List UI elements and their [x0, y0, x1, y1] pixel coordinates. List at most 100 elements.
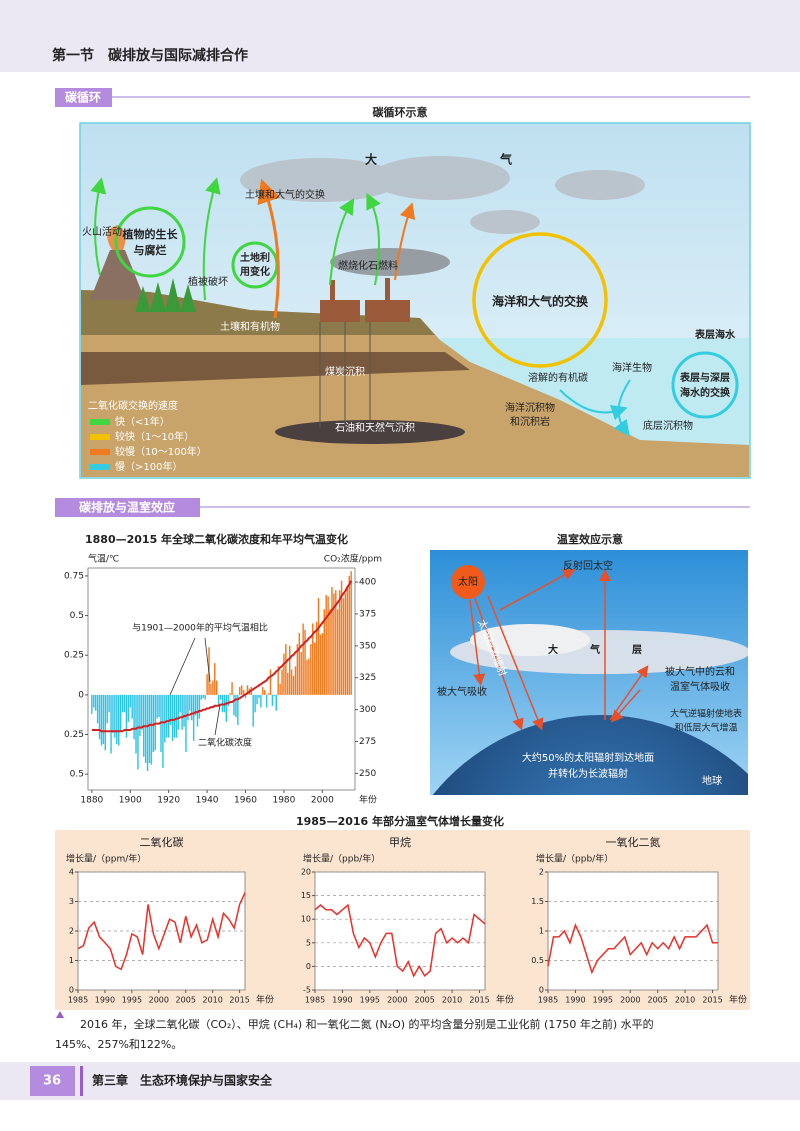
caption: 2016 年，全球二氧化碳（CO₂）、甲烷 (CH₄) 和一氧化二氮 (N₂O)…: [80, 1017, 654, 1031]
label: 海水的交换: [680, 386, 731, 399]
bar: [329, 609, 331, 695]
x-tick-label: 1985: [538, 996, 558, 1005]
bar: [171, 694, 174, 741]
label: 被大气中的云和: [665, 665, 735, 678]
x-tick-label: 1920: [157, 796, 180, 806]
y-tick-label: 3: [69, 897, 74, 906]
bar: [100, 694, 103, 746]
bar: [323, 609, 325, 695]
y-tick-label: 1: [69, 956, 74, 965]
bar: [321, 633, 324, 695]
bar: [227, 694, 229, 706]
x-tick-label: 1985: [68, 996, 88, 1005]
diagram-title: 温室效应示意: [557, 532, 623, 546]
y-tick-label: 0: [69, 986, 74, 995]
bar: [269, 669, 272, 695]
label: 底层沉积物: [643, 419, 693, 432]
bar: [102, 694, 105, 745]
label: 表层与深层: [679, 371, 730, 384]
bar: [285, 644, 287, 695]
bar: [137, 694, 139, 770]
chart: 0 1 2 3 4 1985 1990 1995 2000 2005 2010 2015: [68, 868, 250, 1005]
bar: [348, 575, 350, 695]
line: [77, 892, 246, 971]
chapter: 第三章 生态环境保护与国家安全: [92, 1073, 273, 1088]
x-axis-label: 年份: [359, 794, 377, 806]
bar: [254, 694, 256, 713]
bar: [281, 669, 283, 695]
bar: [296, 644, 299, 695]
bar: [93, 694, 95, 708]
bar: [217, 694, 220, 706]
bar: [342, 598, 345, 695]
footer-rule: [80, 1066, 83, 1096]
x-tick-label: 1990: [95, 996, 115, 1005]
bar: [242, 690, 245, 695]
page-number-box: [30, 1066, 75, 1096]
bar: [158, 694, 160, 718]
label: 大约50%的太阳辐射到达地面: [522, 751, 654, 764]
bar: [189, 694, 191, 711]
bar: [191, 694, 193, 721]
carbon-cycle-diagram: [79, 122, 751, 479]
y-axis-label: 增长量/（ppb/年）: [303, 853, 380, 865]
caption-marker: [56, 1011, 64, 1018]
bar: [267, 693, 270, 695]
bar: [279, 683, 281, 695]
bar: [277, 666, 279, 695]
bar: [177, 694, 180, 730]
y-tick-label: 10: [301, 915, 311, 924]
x-axis-label: 年份: [496, 994, 514, 1006]
label: 海洋生物: [612, 361, 652, 374]
x-tick-label: 1990: [332, 996, 352, 1005]
bar: [275, 694, 277, 711]
y-axis-label: 气温/℃: [88, 553, 119, 565]
bar: [214, 663, 216, 695]
bar: [244, 694, 247, 699]
footer-band: [0, 1062, 800, 1100]
label: 与腐烂: [134, 243, 167, 257]
label: 反射回太空: [563, 559, 613, 572]
bar: [292, 675, 295, 695]
annotation-leader: [169, 637, 196, 696]
bar: [273, 694, 276, 697]
x-tick-label: 1900: [119, 796, 142, 806]
y2-tick-label: 275: [359, 737, 376, 747]
y-tick-label: 0.5: [70, 611, 84, 621]
x-tick-label: 2000: [387, 996, 407, 1005]
bar: [313, 642, 316, 695]
bar: [258, 694, 260, 699]
label: 大: [548, 643, 558, 656]
bar: [344, 593, 347, 695]
y2-tick-label: 325: [359, 673, 376, 683]
y2-tick-label: 350: [359, 641, 376, 651]
bar: [331, 587, 333, 695]
bar: [283, 653, 285, 695]
label: 和沉积岩: [510, 415, 550, 428]
bar: [240, 685, 243, 695]
bar: [290, 669, 293, 695]
legend-swatch: [90, 434, 110, 440]
bar: [156, 694, 158, 719]
line: [547, 923, 718, 975]
bar: [114, 694, 116, 738]
label: 石油和天然气沉积: [335, 421, 415, 434]
x-tick-label: 1995: [593, 996, 613, 1005]
bar: [350, 571, 352, 695]
bar: [262, 686, 264, 695]
caption: 145%、257%和122%。: [55, 1038, 182, 1051]
label: 溶解的有机碳: [528, 371, 588, 384]
y-tick-label: 5: [306, 938, 311, 947]
bar: [96, 694, 99, 724]
x-axis-label: 年份: [256, 994, 274, 1006]
x-tick-label: 2005: [414, 996, 434, 1005]
bar: [237, 694, 239, 725]
bar: [116, 694, 118, 745]
x-axis-label: 年份: [729, 994, 747, 1006]
x-tick-label: 2010: [675, 996, 695, 1005]
y2-tick-label: 375: [359, 609, 376, 619]
line: [91, 580, 353, 733]
bar: [146, 694, 149, 771]
bar: [335, 590, 337, 695]
